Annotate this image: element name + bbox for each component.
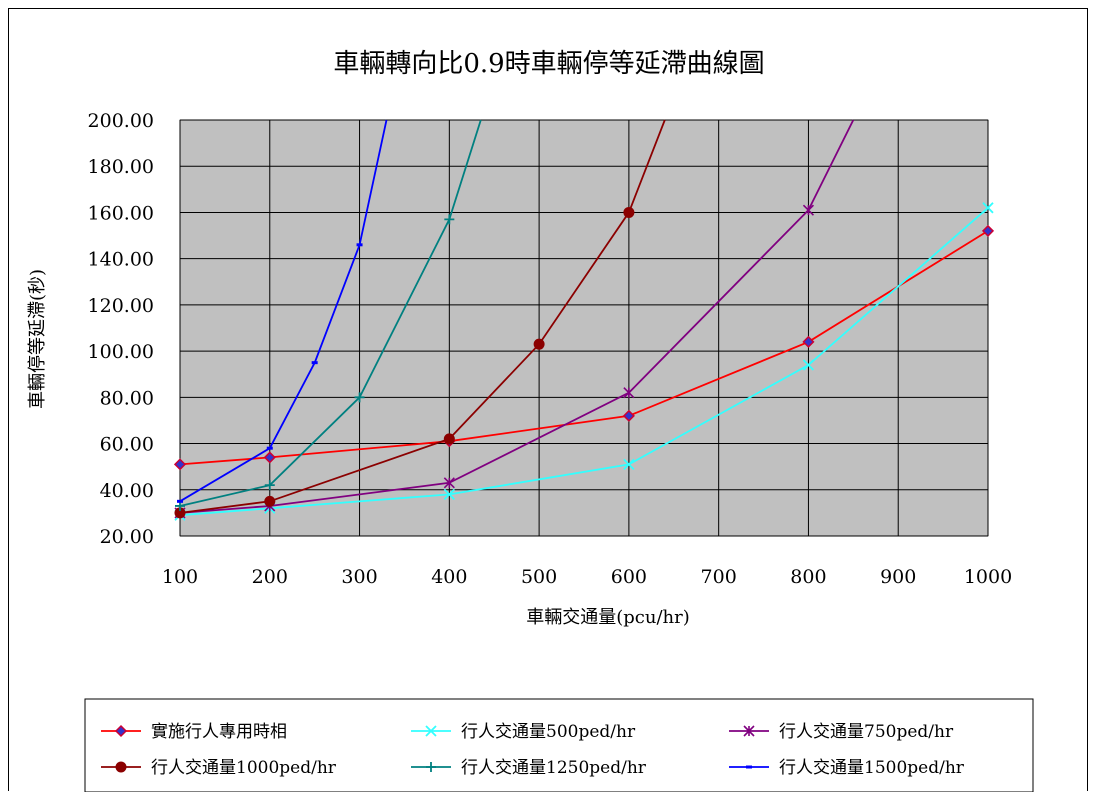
data-point [802,335,815,348]
legend-entry: 行人交通量1250ped/hr [411,758,647,778]
y-tick-label: 60.00 [100,434,154,456]
series-line [179,119,855,514]
data-point [443,433,455,445]
x-axis-ticks: 100 200 300 400 500 600 700 800 900 1000 [162,566,1012,588]
data-point [354,392,365,403]
legend-entry: 行人交通量1500ped/hr [729,758,965,778]
x-tick-label: 900 [880,566,916,588]
data-point [266,446,273,450]
chart-title: 車輛轉向比0.9時車輛停等延滯曲線圖 [333,49,764,79]
x-tick-label: 1000 [964,566,1012,588]
series [174,119,666,519]
data-point [623,206,635,218]
legend-entry: 行人交通量1000ped/hr [101,758,337,778]
legend-label: 行人交通量1500ped/hr [779,758,965,778]
data-point [311,361,318,365]
y-tick-label: 80.00 [100,387,154,409]
y-tick-label: 40.00 [100,480,154,502]
chart-frame: 車輛轉向比0.9時車輛停等延滯曲線圖 20.00 40.00 60.00 80.00 1… [8,8,1088,792]
y-tick-label: 20.00 [100,526,154,548]
legend-label: 行人交通量1250ped/hr [461,758,647,778]
x-tick-label: 500 [521,566,557,588]
data-point [533,338,545,350]
legend-label: 實施行人專用時相 [151,722,287,742]
data-point [746,765,752,769]
legend-label: 行人交通量1000ped/hr [151,758,337,778]
series-line [179,119,666,514]
gridlines [179,119,989,537]
data-point [443,488,455,501]
series-line [179,230,989,466]
x-tick-label: 600 [611,566,647,588]
data-point [802,204,815,216]
data-point [622,409,635,422]
y-tick-label: 100.00 [88,341,154,363]
x-tick-label: 800 [790,566,826,588]
data-point [425,725,437,737]
chart-svg: 車輛轉向比0.9時車輛停等延滯曲線圖 20.00 40.00 60.00 80.00 1… [27,49,1034,792]
data-point [356,243,363,247]
data-point [444,214,455,225]
series [177,119,388,503]
legend-entry: 行人交通量500ped/hr [411,722,636,742]
series-group [173,119,995,521]
data-point [802,359,815,371]
y-tick-label: 120.00 [88,295,154,317]
data-point [115,761,127,773]
data-point [623,458,635,470]
y-axis-ticks: 20.00 40.00 60.00 80.00 100.00 120.00 140.00 16… [88,110,154,548]
plot-area [179,119,989,537]
x-tick-label: 200 [252,566,288,588]
series [174,202,994,521]
data-point [177,499,183,503]
data-point [982,202,994,214]
series-line [179,207,989,517]
x-tick-label: 400 [431,566,467,588]
data-point [443,477,455,489]
y-tick-label: 180.00 [88,156,154,178]
data-point [426,762,436,772]
legend-label: 行人交通量500ped/hr [461,722,636,742]
data-point [263,451,276,464]
data-point [743,725,755,737]
data-point [623,387,635,399]
y-tick-label: 160.00 [88,202,154,224]
data-point [981,224,995,237]
x-axis-label: 車輛交通量(pcu/hr) [526,607,690,628]
x-tick-label: 100 [162,566,198,588]
legend-entry: 實施行人專用時相 [101,722,287,742]
y-axis-label: 車輛停等延滯(秒) [27,269,48,409]
y-tick-label: 200.00 [88,110,154,132]
data-point [173,458,187,471]
x-tick-label: 300 [341,566,377,588]
data-point [264,480,275,491]
y-tick-label: 140.00 [88,249,154,271]
data-point [114,724,128,738]
legend-label: 行人交通量750ped/hr [779,722,954,742]
legend-box [84,698,1034,792]
legend-entry: 行人交通量750ped/hr [729,722,954,742]
data-point [264,495,276,507]
legend: 實施行人專用時相 行人交通量500ped/hr 行人交通量750ped/hr 行人交通… [101,722,965,778]
x-tick-label: 700 [701,566,737,588]
